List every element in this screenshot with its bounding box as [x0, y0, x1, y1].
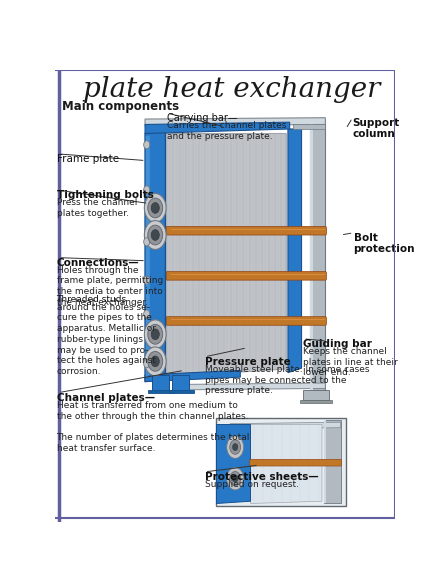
Text: Support
column: Support column	[352, 118, 399, 139]
Polygon shape	[303, 390, 328, 400]
Polygon shape	[309, 120, 325, 395]
Polygon shape	[145, 131, 165, 381]
Text: Holes through the
frame plate, permitting
the media to enter into
the heat excha: Holes through the frame plate, permittin…	[57, 265, 162, 307]
Text: around the holes se-
cure the pipes to the
apparatus. Metallic or
rubber-type li: around the holes se- cure the pipes to t…	[57, 303, 155, 376]
Polygon shape	[323, 420, 325, 503]
Text: Pressure plate: Pressure plate	[204, 357, 290, 367]
Text: Keeps the channel
plates in line at their
lower end.: Keeps the channel plates in line at thei…	[303, 347, 397, 377]
Polygon shape	[293, 124, 325, 129]
Text: Moveable steel plate. In some cases
pipes may be connected to the
pressure plate: Moveable steel plate. In some cases pipe…	[204, 365, 368, 396]
Text: Threaded studs: Threaded studs	[57, 295, 127, 304]
Circle shape	[151, 329, 159, 340]
Circle shape	[143, 276, 149, 284]
FancyBboxPatch shape	[166, 316, 325, 325]
Circle shape	[229, 472, 240, 486]
Polygon shape	[216, 424, 250, 503]
FancyBboxPatch shape	[249, 459, 341, 466]
Bar	[216, 418, 345, 506]
Polygon shape	[145, 122, 289, 134]
Circle shape	[151, 203, 159, 213]
Circle shape	[226, 468, 243, 490]
Polygon shape	[287, 129, 301, 373]
Text: Carries the channel plates
and the pressure plate.: Carries the channel plates and the press…	[167, 121, 286, 141]
Circle shape	[143, 141, 149, 149]
Circle shape	[232, 475, 237, 482]
Polygon shape	[230, 423, 340, 429]
Text: Guiding bar: Guiding bar	[303, 339, 371, 349]
Circle shape	[143, 186, 149, 194]
Circle shape	[143, 310, 149, 318]
Text: Protective sheets—: Protective sheets—	[204, 472, 318, 482]
Polygon shape	[148, 390, 173, 393]
Polygon shape	[169, 390, 194, 393]
Polygon shape	[323, 420, 340, 503]
Text: Press the channel
plates together.: Press the channel plates together.	[57, 198, 137, 218]
Circle shape	[144, 220, 166, 250]
Text: Carrying bar—: Carrying bar—	[167, 113, 237, 123]
Circle shape	[151, 230, 159, 240]
Text: plate heat exchanger: plate heat exchanger	[83, 76, 380, 103]
Circle shape	[143, 360, 149, 367]
Polygon shape	[145, 370, 240, 381]
Polygon shape	[145, 118, 325, 126]
Text: Supplied on request.: Supplied on request.	[204, 480, 298, 489]
Text: Main components: Main components	[61, 100, 178, 113]
Polygon shape	[152, 375, 169, 391]
Polygon shape	[165, 134, 286, 377]
Text: Tightening bolts: Tightening bolts	[57, 190, 153, 200]
Text: Frame plate: Frame plate	[57, 154, 118, 164]
Circle shape	[229, 440, 240, 454]
Text: Bolt
protection: Bolt protection	[353, 233, 414, 254]
Circle shape	[148, 352, 162, 372]
FancyBboxPatch shape	[166, 226, 325, 235]
Circle shape	[148, 198, 162, 218]
Circle shape	[148, 325, 162, 344]
Polygon shape	[250, 424, 321, 503]
Polygon shape	[185, 383, 325, 390]
Circle shape	[144, 347, 166, 376]
Circle shape	[226, 436, 243, 458]
Circle shape	[151, 356, 159, 367]
Polygon shape	[145, 136, 149, 377]
Polygon shape	[309, 120, 312, 395]
Text: Connections—: Connections—	[57, 258, 139, 268]
Circle shape	[144, 193, 166, 222]
Circle shape	[232, 444, 237, 451]
FancyBboxPatch shape	[166, 271, 325, 280]
Polygon shape	[299, 400, 332, 403]
Circle shape	[144, 320, 166, 349]
Polygon shape	[172, 375, 189, 391]
Circle shape	[143, 238, 149, 246]
Circle shape	[148, 225, 162, 245]
Text: Heat is transferred from one medium to
the other through the thin channel plates: Heat is transferred from one medium to t…	[57, 401, 249, 453]
Text: Channel plates—: Channel plates—	[57, 393, 154, 403]
